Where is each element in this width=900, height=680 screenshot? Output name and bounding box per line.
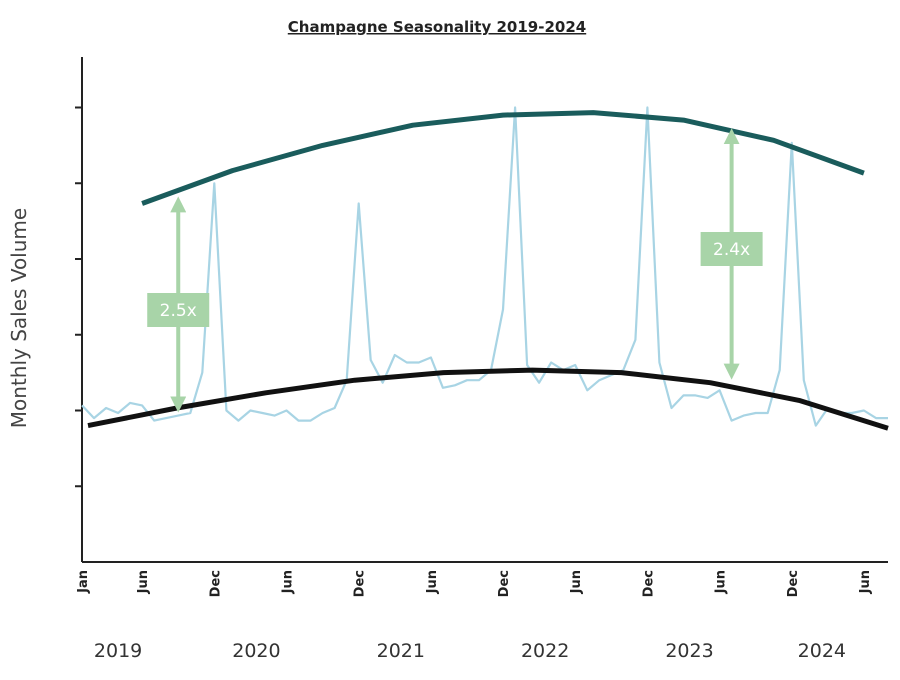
year-label: 2019 (94, 640, 142, 662)
x-tick-label: Dec (353, 570, 368, 597)
upper-trend-curve (141, 110, 865, 206)
year-label: 2024 (798, 640, 846, 662)
x-tick-label: Jun (858, 570, 873, 594)
y-axis-ticks (75, 106, 82, 488)
year-label: 2022 (521, 640, 569, 662)
x-axis-year-labels: 2019 2020 2021 2022 2023 2024 (94, 640, 846, 662)
ratio-label-box (147, 293, 210, 327)
annotation-layer: 2.5x 2.4x (147, 128, 763, 413)
x-tick-label: Jun (136, 570, 151, 594)
x-tick-label: Jun (281, 570, 296, 594)
lower-trend-curve (87, 367, 889, 431)
year-label: 2023 (665, 640, 713, 662)
x-axis-month-ticks: Jan Jun Dec Jun Dec Jun Dec Jun Dec Jun Dec Jun (76, 570, 873, 597)
x-tick-label: Dec (786, 570, 801, 597)
ratio-label: 2.5x (160, 301, 197, 321)
year-label: 2021 (377, 640, 425, 662)
year-label: 2020 (232, 640, 280, 662)
chart-title: Champagne Seasonality 2019-2024 (288, 18, 586, 36)
x-tick-label: Jun (569, 570, 584, 594)
x-tick-label: Dec (641, 570, 656, 597)
y-axis-label: Monthly Sales Volume (7, 208, 31, 428)
x-tick-label: Jun (714, 570, 729, 594)
series-layer (81, 106, 889, 431)
x-tick-label: Jan (76, 570, 91, 594)
x-tick-label: Jun (425, 570, 440, 594)
monthly-sales-line (81, 106, 888, 427)
x-tick-label: Dec (208, 570, 223, 597)
ratio-label: 2.4x (713, 240, 750, 260)
ratio-label-box (700, 232, 763, 266)
x-tick-label: Dec (497, 570, 512, 597)
